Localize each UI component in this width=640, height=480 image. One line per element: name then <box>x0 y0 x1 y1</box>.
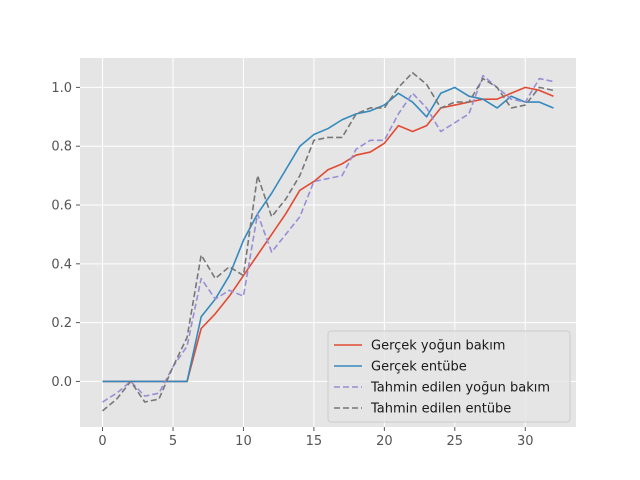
legend-label-0: Gerçek yoğun bakım <box>371 339 505 354</box>
x-tick-label: 0 <box>98 434 106 449</box>
series-lines <box>102 71 554 412</box>
x-tick-label: 20 <box>376 434 393 449</box>
y-tick-label: 1.0 <box>51 81 72 96</box>
series-line-3 <box>102 71 554 412</box>
legend-label-1: Gerçek entübe <box>371 360 467 375</box>
axis-ticks: 0 5 10 15 20 25 30 0.0 0.2 0.4 0.6 0.8 1.0 <box>51 81 533 449</box>
y-tick-label: 0.8 <box>51 140 72 155</box>
y-tick-label: 0.4 <box>51 257 72 272</box>
series-line-2 <box>102 74 554 403</box>
legend-box <box>327 330 571 423</box>
legend: Gerçek yoğun bakım Gerçek entübe Tahmin ed… <box>327 330 571 423</box>
x-tick-label: 5 <box>169 434 177 449</box>
x-tick-label: 25 <box>447 434 464 449</box>
legend-label-2: Tahmin edilen yoğun bakım <box>370 381 550 396</box>
series-line-1 <box>102 86 554 383</box>
y-tick-label: 0.0 <box>51 375 72 390</box>
legend-label-3: Tahmin edilen entübe <box>370 402 511 417</box>
x-tick-label: 30 <box>517 434 534 449</box>
y-tick-label: 0.2 <box>51 316 72 331</box>
x-tick-label: 10 <box>235 434 252 449</box>
x-tick-label: 15 <box>306 434 323 449</box>
y-tick-label: 0.6 <box>51 199 72 214</box>
